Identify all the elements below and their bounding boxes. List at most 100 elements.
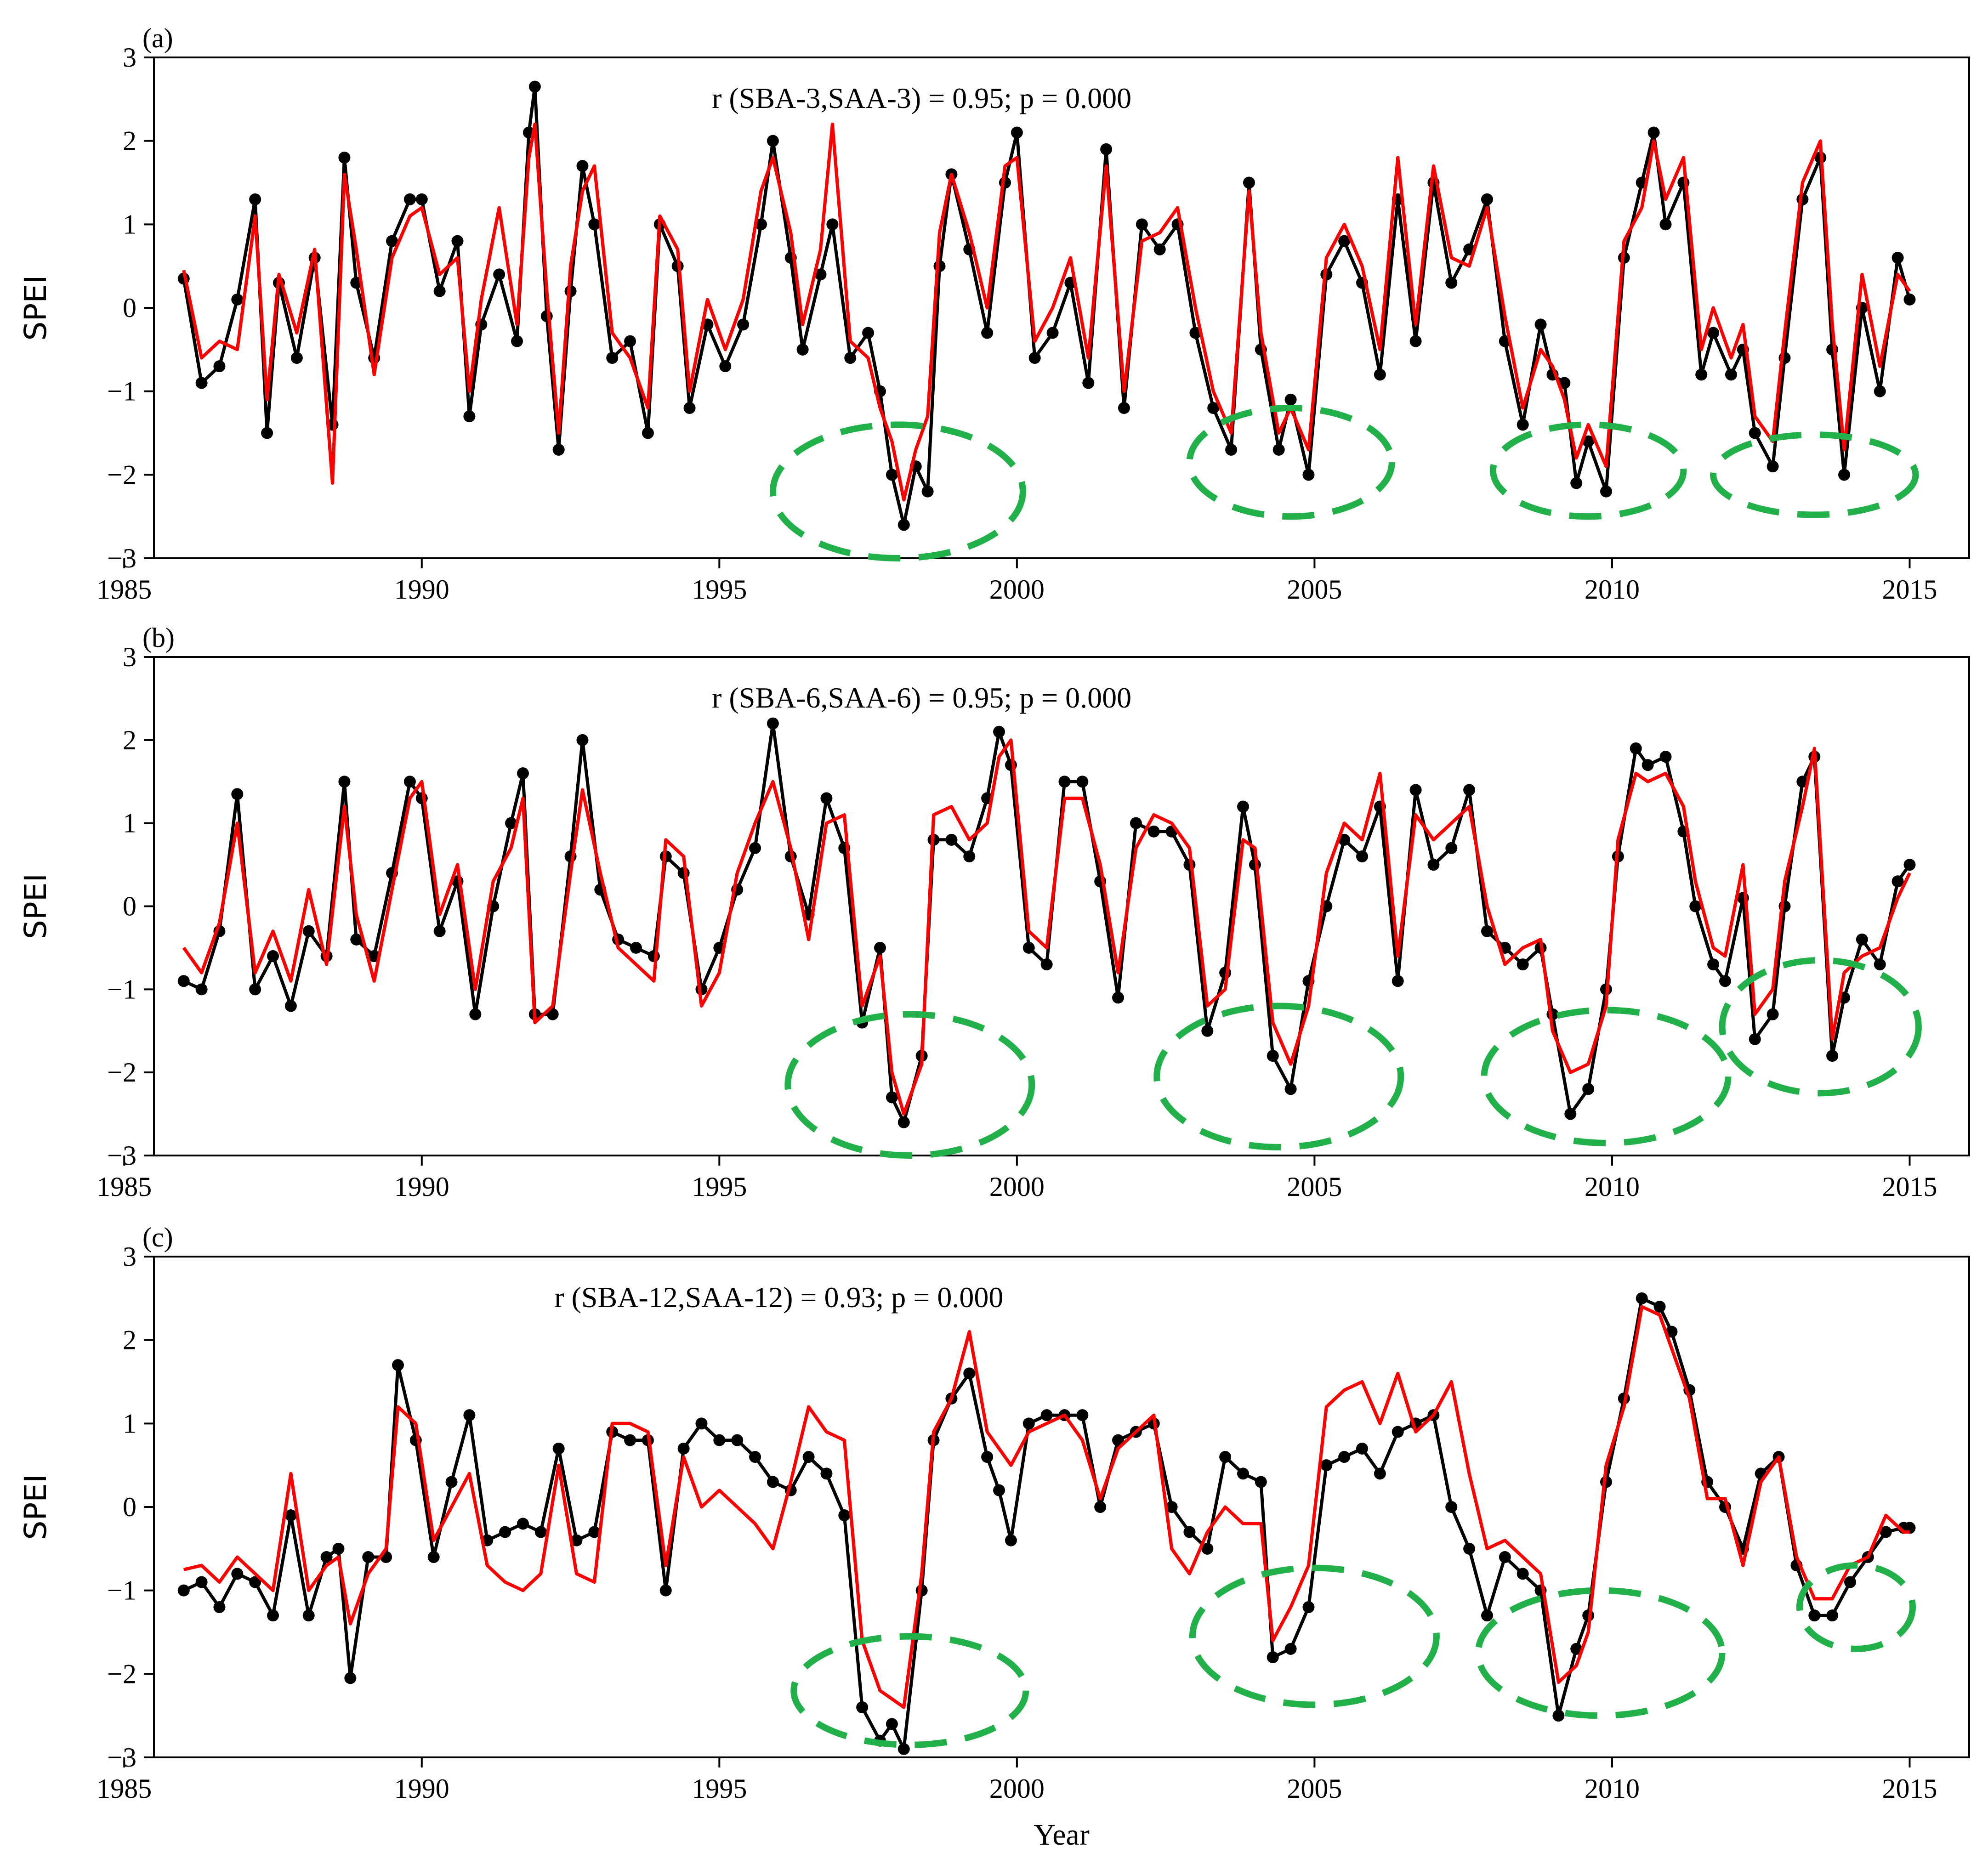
x-tick-label: 1995 — [692, 1172, 747, 1202]
data-point — [838, 1509, 851, 1522]
data-point — [1189, 327, 1202, 339]
data-point — [1284, 1643, 1297, 1655]
data-point — [1552, 1710, 1565, 1722]
data-point — [1481, 925, 1493, 937]
panel-label: (c) — [142, 1222, 173, 1252]
data-point — [1267, 1651, 1279, 1663]
data-point — [517, 767, 529, 780]
data-point — [1600, 485, 1612, 498]
x-tick-label: 2015 — [1882, 1172, 1937, 1202]
data-point — [796, 343, 809, 356]
data-point — [320, 1551, 333, 1563]
data-point — [624, 335, 636, 347]
data-point — [213, 360, 226, 373]
x-tick-label: 1990 — [394, 574, 449, 605]
data-point — [1147, 825, 1160, 838]
data-point — [820, 792, 833, 804]
data-point — [993, 1484, 1005, 1496]
data-point — [552, 443, 565, 456]
panel-label: (a) — [142, 23, 173, 53]
y-tick-label: 0 — [123, 293, 136, 323]
data-point — [1766, 460, 1779, 473]
data-point — [1499, 1551, 1511, 1563]
x-tick-label: 2005 — [1287, 1172, 1342, 1202]
data-point — [897, 1116, 910, 1128]
series-line-saa-3 — [182, 122, 1911, 502]
data-point — [570, 1534, 583, 1546]
data-point — [362, 1551, 375, 1563]
data-point — [1749, 1033, 1761, 1045]
data-point — [1392, 1426, 1404, 1438]
data-point — [767, 135, 779, 147]
drought-highlight-ellipse — [1796, 1562, 1916, 1652]
y-tick-label: −3 — [107, 1140, 136, 1171]
data-point — [1766, 1008, 1779, 1020]
data-point — [528, 80, 541, 93]
data-point — [1028, 352, 1041, 364]
data-point — [267, 1609, 279, 1622]
data-point — [802, 1451, 815, 1463]
data-point — [1046, 327, 1059, 339]
data-point — [1112, 991, 1125, 1004]
y-tick-label: −1 — [107, 974, 136, 1004]
data-point — [1903, 293, 1916, 306]
data-point — [302, 1609, 315, 1622]
data-point — [886, 1718, 898, 1730]
data-point — [511, 335, 523, 347]
x-tick-label: 2000 — [989, 1773, 1045, 1804]
data-point — [1225, 443, 1238, 456]
drought-highlight-ellipse — [1481, 1007, 1732, 1146]
data-point — [338, 152, 351, 164]
data-point — [1695, 368, 1708, 381]
x-tick-label: 2000 — [989, 1172, 1045, 1202]
data-point — [1040, 958, 1053, 971]
data-point — [862, 327, 875, 339]
data-point — [1237, 1467, 1249, 1480]
data-point — [1076, 1409, 1089, 1422]
data-point — [1409, 784, 1422, 796]
data-point — [1826, 1050, 1839, 1062]
data-point — [576, 160, 589, 172]
data-point — [433, 925, 446, 937]
data-point — [963, 850, 976, 862]
drought-highlight-ellipse — [1710, 431, 1919, 518]
data-point — [606, 352, 619, 364]
data-point — [1517, 958, 1529, 971]
data-point — [451, 235, 464, 247]
drought-highlight-ellipse — [1153, 1003, 1404, 1150]
data-point — [719, 360, 732, 373]
data-point — [1201, 1025, 1214, 1037]
data-point — [534, 1526, 547, 1538]
data-point — [1880, 1526, 1892, 1538]
data-point — [963, 1367, 976, 1380]
data-point — [1409, 335, 1422, 347]
data-point — [231, 293, 244, 306]
data-point — [1356, 850, 1369, 862]
data-point — [1844, 1576, 1856, 1588]
data-point — [1891, 252, 1904, 264]
data-point — [1647, 126, 1660, 139]
data-point — [284, 1000, 297, 1012]
data-point — [737, 318, 750, 331]
x-tick-label: 1995 — [692, 574, 747, 605]
series-line-sba-6 — [183, 722, 1911, 1124]
data-point — [344, 1672, 357, 1684]
data-point — [1100, 143, 1113, 155]
x-tick-label: 1990 — [394, 1172, 449, 1202]
data-point — [1165, 1501, 1178, 1513]
data-point — [1808, 1609, 1821, 1622]
data-point — [731, 1434, 744, 1446]
data-point — [1903, 859, 1916, 871]
data-point — [588, 218, 601, 231]
data-point — [552, 1442, 565, 1455]
x-tick-label: 1985 — [97, 1773, 152, 1804]
x-tick-label: 2010 — [1585, 1773, 1640, 1804]
data-point — [1481, 1609, 1493, 1622]
data-point — [886, 469, 898, 481]
data-point — [1481, 193, 1493, 205]
data-point — [427, 1551, 440, 1563]
data-point — [1076, 776, 1089, 788]
data-point — [826, 218, 839, 231]
data-point — [624, 1434, 636, 1446]
data-point — [1320, 1459, 1333, 1472]
